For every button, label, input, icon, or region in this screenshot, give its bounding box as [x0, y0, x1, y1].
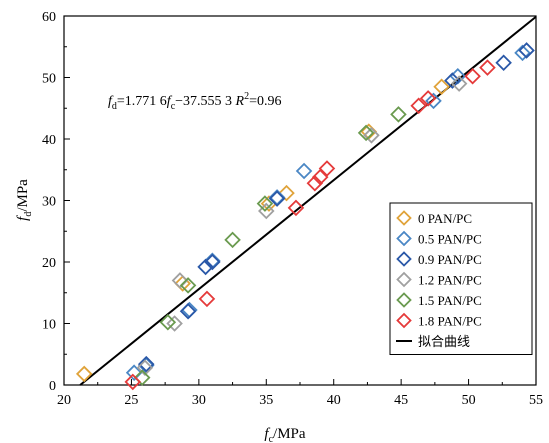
y-tick-label: 10 [42, 318, 56, 333]
fit-equation: fd=1.771 6fc−37.555 3 R2=0.96 [108, 91, 282, 112]
x-tick-label: 35 [259, 393, 273, 408]
x-tick-label: 20 [57, 393, 71, 408]
data-point [256, 195, 274, 212]
data-point [495, 54, 512, 72]
legend-marker [396, 210, 412, 226]
data-point [137, 355, 155, 373]
data-point [204, 253, 221, 271]
legend-label: 1.5 PAN/PC [418, 293, 482, 308]
data-point [410, 97, 427, 115]
x-tick-label: 25 [124, 393, 138, 408]
data-point [390, 106, 407, 123]
data-point [125, 364, 143, 381]
data-point [419, 90, 437, 107]
x-axis-title: fc/MPa [264, 426, 305, 443]
x-tick-label: 50 [462, 393, 476, 408]
legend-label: 1.2 PAN/PC [418, 273, 482, 288]
legend-label: 0 PAN/PC [418, 211, 472, 226]
data-point [425, 92, 442, 110]
data-point [159, 313, 177, 331]
data-point [258, 202, 275, 220]
legend-marker [396, 312, 412, 329]
x-tick-label: 30 [192, 393, 206, 408]
data-point [287, 199, 305, 217]
legend-marker [396, 292, 412, 308]
data-point [479, 59, 496, 76]
data-point [318, 160, 336, 177]
legend-box [389, 202, 533, 355]
plot-marks: 20 25 30 35 40 45 50 55 0 10 20 30 40 50 60 0 PAN/PC 0.5… [42, 10, 543, 408]
data-point [197, 258, 214, 276]
data-point [166, 315, 183, 332]
data-point [311, 168, 329, 186]
legend-label: 0.5 PAN/PC [418, 232, 482, 247]
legend-label: 1.8 PAN/PC [418, 314, 482, 329]
data-point [433, 78, 450, 95]
x-tick-label: 55 [529, 393, 543, 408]
legend-fit-label: 拟合曲线 [418, 334, 470, 349]
y-tick-label: 20 [42, 256, 56, 271]
y-tick-label: 30 [42, 195, 56, 210]
data-point [133, 369, 151, 386]
legend-marker [396, 230, 412, 247]
x-tick-label: 45 [394, 393, 408, 408]
data-point [357, 124, 375, 142]
data-point [124, 373, 142, 391]
data-point [514, 44, 531, 62]
legend-marker [396, 251, 412, 267]
legend-label: 0.9 PAN/PC [418, 252, 482, 267]
data-point [75, 365, 93, 383]
data-point [179, 277, 197, 294]
data-point [136, 359, 154, 377]
data-point [224, 231, 241, 249]
data-point [268, 190, 286, 207]
y-tick-label: 60 [42, 10, 56, 25]
legend-marker [396, 271, 412, 288]
data-point [179, 302, 197, 320]
data-point [278, 184, 295, 202]
data-point [198, 290, 216, 308]
data-point [295, 162, 313, 180]
y-tick-label: 50 [42, 72, 56, 87]
data-point [450, 75, 468, 92]
data-point [518, 42, 535, 59]
data-point [306, 175, 324, 192]
data-point [363, 127, 380, 144]
data-point [464, 67, 481, 85]
y-tick-label: 0 [49, 379, 56, 394]
x-tick-label: 40 [327, 393, 341, 408]
data-point [171, 272, 189, 289]
y-axis-title: fd/MPa [15, 179, 34, 221]
y-tick-label: 40 [42, 133, 56, 148]
